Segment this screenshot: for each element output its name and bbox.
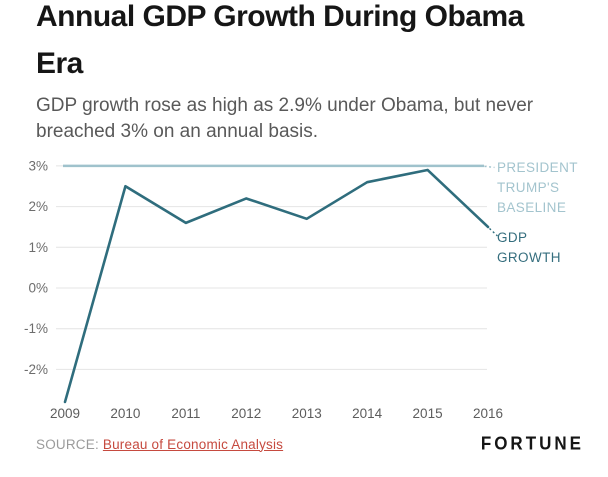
trump-baseline-annotation: PRESIDENT TRUMP'S BASELINE (497, 160, 578, 215)
ytick-label: 2% (28, 199, 48, 214)
xtick-label: 2015 (413, 406, 443, 421)
source-label: SOURCE: (36, 436, 99, 452)
ytick-label: 3% (28, 158, 48, 173)
xtick-label: 2013 (292, 406, 322, 421)
chart-subtitle: GDP growth rose as high as 2.9% under Ob… (36, 95, 534, 142)
source-link[interactable]: Bureau of Economic Analysis (102, 436, 284, 452)
gdp-line-chart: 3% 2% 1% 0% -1% -2% 2009 2010 2011 2012 2013 2014 20… (24, 158, 503, 421)
ytick-label: -2% (24, 362, 48, 377)
xtick-label: 2010 (110, 406, 140, 421)
ytick-label: 1% (28, 240, 48, 255)
xtick-label: 2014 (352, 406, 383, 421)
ytick-label: -1% (24, 321, 48, 336)
gdp-growth-annotation: GDP GROWTH (497, 230, 561, 265)
gdp-growth-line (63, 168, 490, 404)
gdp-leader-dash (489, 227, 498, 237)
xtick-label: 2011 (171, 406, 200, 421)
chart-footer: SOURCE: Bureau of Economic Analysis FORT… (36, 433, 584, 454)
source-line: SOURCE: Bureau of Economic Analysis (36, 437, 283, 452)
xtick-label: 2009 (50, 406, 80, 421)
xtick-label: 2016 (473, 406, 503, 421)
fortune-logo: FORTUNE (480, 433, 584, 454)
xtick-label: 2012 (231, 406, 261, 421)
page-title: Annual GDP Growth During Obama Era (36, 0, 524, 80)
baseline-leader-dash (484, 165, 495, 169)
ytick-label: 0% (28, 281, 48, 296)
